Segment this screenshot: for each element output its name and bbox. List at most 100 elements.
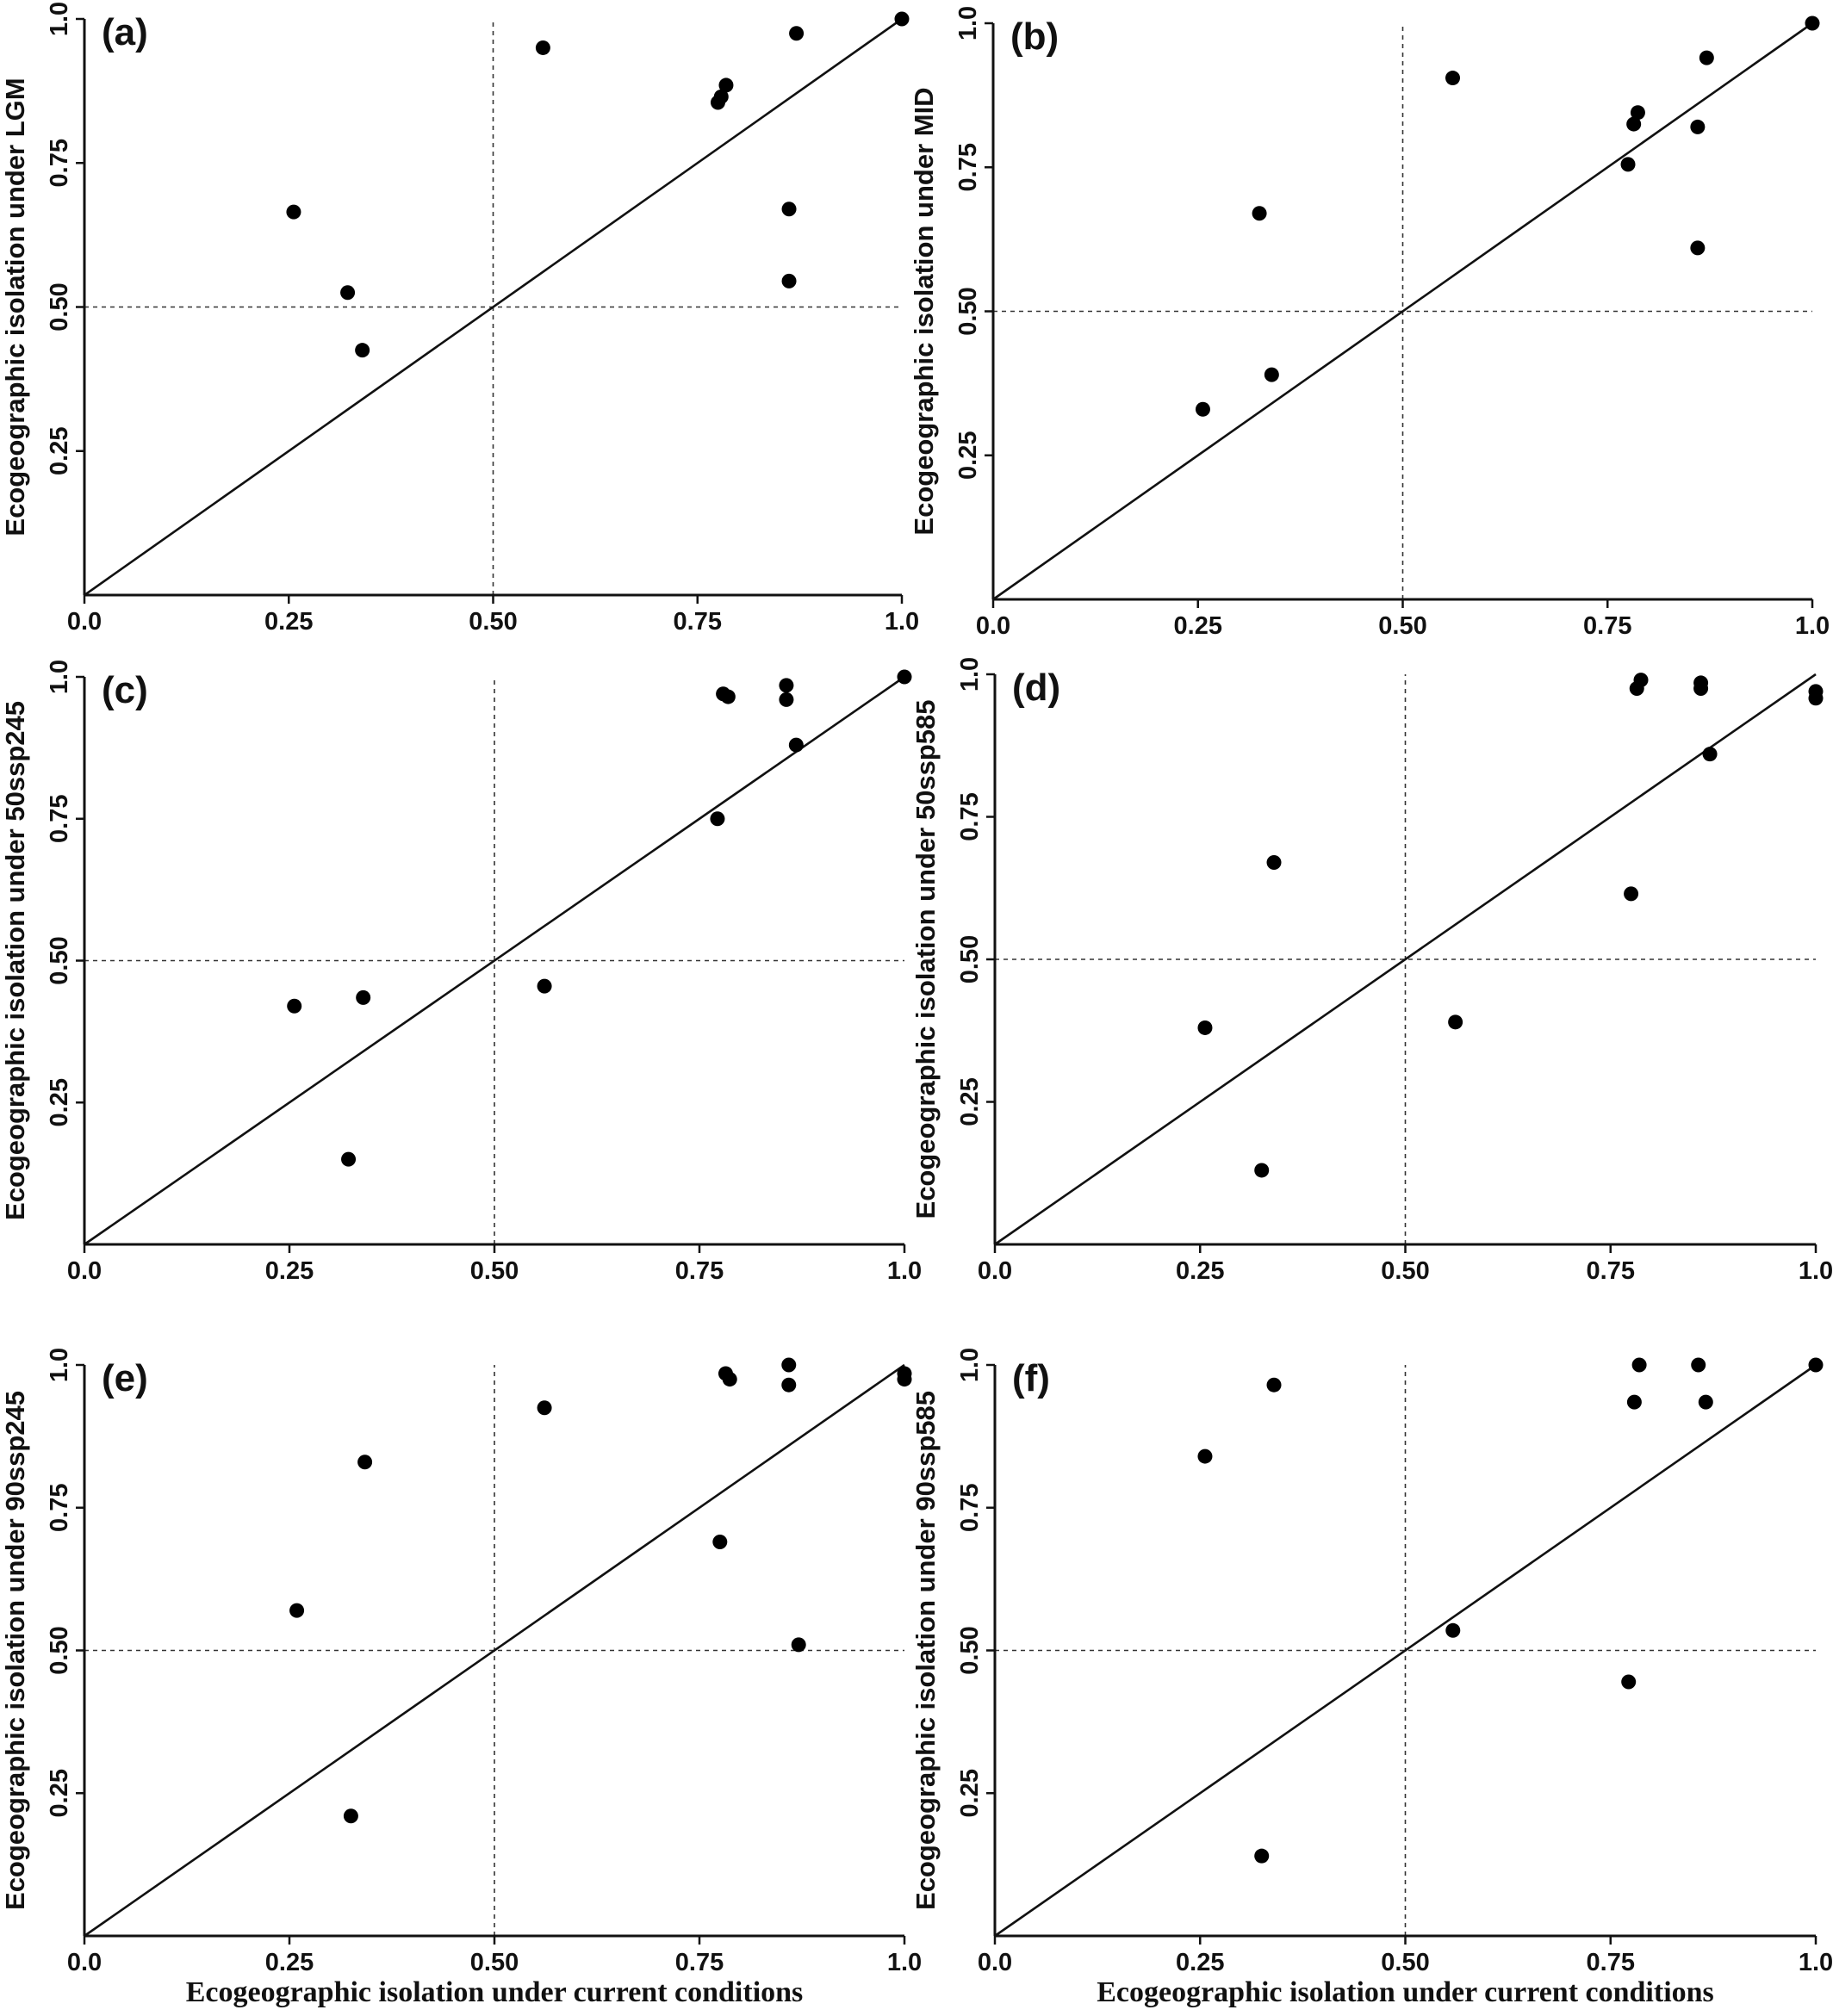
x-tick-label: 0.25 [265,1949,314,1976]
data-point [720,689,736,704]
data-point [1620,157,1636,172]
data-point [1624,886,1639,902]
data-point [1808,691,1824,706]
data-point [712,1535,728,1550]
y-axis-title: Ecogeographic isolation under 90ssp585 [910,1391,941,1910]
x-tick-label: 0.25 [1176,1257,1224,1285]
y-axis-title: Ecogeographic isolation under 50ssp585 [910,700,941,1219]
y-tick-label: 1.0 [46,2,73,36]
y-tick-label: 1.0 [954,6,982,40]
data-point [289,1603,305,1618]
y-tick-label: 0.75 [954,143,982,191]
data-point [1254,1163,1270,1178]
data-point [1197,1020,1213,1035]
data-point [286,204,301,220]
data-point [355,343,370,358]
data-point [1633,673,1649,688]
data-point [781,1357,797,1373]
y-tick-label: 1.0 [956,657,984,692]
data-point [718,78,734,93]
y-tick-label: 0.50 [46,936,73,984]
data-point [1252,206,1267,221]
data-point [1690,119,1706,134]
y-tick-label: 0.50 [956,1626,984,1674]
y-axis-title: Ecogeographic isolation under 50ssp245 [0,701,30,1220]
data-point [537,1400,552,1416]
y-tick-label: 1.0 [46,660,73,694]
x-tick-label: 0.50 [1381,1257,1429,1285]
data-point [1691,1357,1706,1373]
y-tick-label: 0.25 [46,1769,73,1817]
data-point [343,1808,358,1824]
data-point [1631,1357,1647,1373]
y-tick-label: 0.25 [954,431,982,480]
x-tick-label: 0.75 [1587,1257,1635,1285]
x-tick-label: 0.50 [1378,612,1426,640]
x-tick-label: 0.25 [1176,1949,1224,1976]
data-point [1699,50,1714,65]
data-point [1448,1014,1463,1030]
panel-label: (c) [102,669,148,711]
y-axis-title: Ecogeographic isolation under MID [909,87,939,535]
identity-line [994,1363,1817,1938]
x-tick-label: 0.0 [67,608,102,636]
y-tick-label: 0.75 [956,792,984,841]
x-tick-label: 0.0 [978,1257,1012,1285]
data-point [779,692,794,707]
data-point [781,1377,797,1393]
x-tick-label: 0.75 [1587,1949,1635,1976]
data-point [781,202,797,217]
data-point [1445,1622,1461,1638]
data-point [1264,367,1279,382]
data-point [1805,16,1820,31]
data-point [1266,854,1282,870]
x-tick-label: 1.0 [885,608,919,636]
data-point [789,26,805,41]
data-point [341,1151,357,1167]
data-point [1693,681,1709,697]
y-tick-label: 1.0 [46,1348,73,1382]
y-axis-title: Ecogeographic isolation under LGM [0,78,30,536]
data-point [356,989,371,1005]
data-point [788,737,804,753]
data-point [1195,401,1210,417]
data-point [340,285,356,301]
y-tick-label: 0.25 [46,427,73,475]
x-tick-label: 0.0 [67,1949,102,1976]
y-tick-label: 0.25 [956,1077,984,1126]
data-point [1445,71,1461,86]
identity-line [992,22,1813,601]
x-tick-label: 0.25 [264,608,313,636]
x-tick-label: 0.50 [470,1257,519,1285]
data-point [779,678,794,693]
identity-line [994,673,1817,1246]
data-point [535,40,550,55]
y-tick-label: 0.25 [46,1078,73,1126]
y-tick-label: 0.50 [956,935,984,983]
data-point [357,1455,373,1470]
data-point [781,273,797,288]
data-point [537,978,552,994]
x-axis-title: Ecogeographic isolation under current co… [1097,1976,1714,2008]
x-tick-label: 1.0 [887,1949,922,1976]
y-tick-label: 0.50 [954,287,982,335]
x-tick-label: 0.50 [470,1949,519,1976]
data-point [1626,1394,1642,1410]
panel-label: (e) [102,1357,148,1399]
panel-label: (a) [102,11,148,53]
x-tick-label: 1.0 [1795,612,1830,640]
data-point [1698,1394,1713,1410]
data-point [894,11,910,27]
data-point [722,1372,737,1387]
y-tick-label: 0.75 [46,139,73,187]
data-point [710,811,725,827]
data-point [1621,1674,1637,1690]
y-tick-label: 0.50 [46,1626,73,1674]
x-tick-label: 1.0 [1799,1949,1833,1976]
x-tick-label: 0.25 [265,1257,314,1285]
x-tick-label: 0.0 [978,1949,1012,1976]
data-point [1626,116,1642,132]
data-point [791,1637,806,1653]
data-point [1266,1377,1282,1393]
